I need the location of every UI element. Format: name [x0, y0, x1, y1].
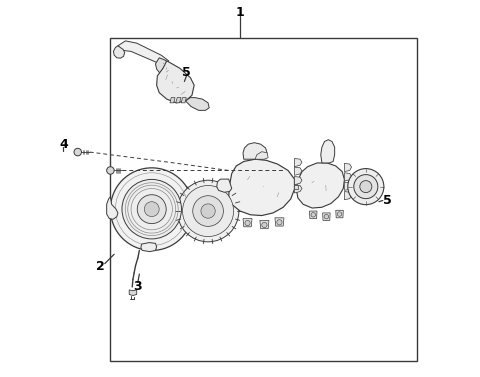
Circle shape: [337, 212, 342, 216]
Polygon shape: [216, 179, 232, 192]
Polygon shape: [294, 176, 302, 185]
Polygon shape: [107, 197, 118, 219]
Circle shape: [122, 179, 181, 239]
Polygon shape: [113, 46, 125, 58]
Circle shape: [177, 180, 239, 242]
Polygon shape: [345, 173, 351, 181]
Circle shape: [137, 195, 166, 224]
Polygon shape: [321, 139, 335, 163]
Circle shape: [193, 196, 223, 226]
Polygon shape: [294, 167, 302, 175]
Polygon shape: [156, 58, 175, 77]
Polygon shape: [187, 201, 197, 216]
Polygon shape: [118, 41, 168, 64]
Text: 2: 2: [96, 260, 105, 273]
Circle shape: [262, 222, 267, 228]
Circle shape: [107, 167, 114, 174]
Polygon shape: [141, 242, 156, 251]
Polygon shape: [323, 213, 330, 221]
Circle shape: [324, 215, 329, 219]
Polygon shape: [345, 182, 351, 190]
Text: 3: 3: [133, 280, 142, 293]
Polygon shape: [296, 163, 345, 208]
Text: 5: 5: [182, 66, 191, 78]
Polygon shape: [181, 98, 186, 103]
Polygon shape: [243, 143, 267, 159]
Polygon shape: [243, 219, 252, 227]
Polygon shape: [294, 185, 298, 189]
Polygon shape: [176, 98, 181, 103]
Polygon shape: [345, 163, 351, 172]
Polygon shape: [255, 152, 268, 159]
Polygon shape: [336, 210, 343, 218]
Bar: [110, 38, 417, 361]
Polygon shape: [229, 159, 294, 216]
Circle shape: [74, 148, 82, 156]
Polygon shape: [260, 221, 269, 229]
Circle shape: [182, 185, 234, 237]
Polygon shape: [156, 61, 194, 103]
Circle shape: [110, 168, 193, 250]
Circle shape: [311, 213, 315, 217]
Polygon shape: [345, 192, 351, 200]
Circle shape: [201, 204, 215, 218]
Circle shape: [354, 175, 378, 199]
Polygon shape: [186, 98, 209, 110]
Polygon shape: [294, 158, 302, 167]
Circle shape: [144, 202, 159, 217]
Text: 4: 4: [59, 138, 68, 151]
Text: 1: 1: [236, 6, 244, 19]
Polygon shape: [170, 98, 175, 103]
Circle shape: [277, 220, 282, 225]
Polygon shape: [310, 211, 317, 219]
Text: 5: 5: [383, 194, 392, 207]
Circle shape: [348, 169, 384, 205]
Circle shape: [245, 221, 250, 226]
Circle shape: [360, 181, 372, 193]
Polygon shape: [294, 185, 302, 193]
Polygon shape: [275, 218, 284, 226]
Polygon shape: [129, 290, 137, 296]
